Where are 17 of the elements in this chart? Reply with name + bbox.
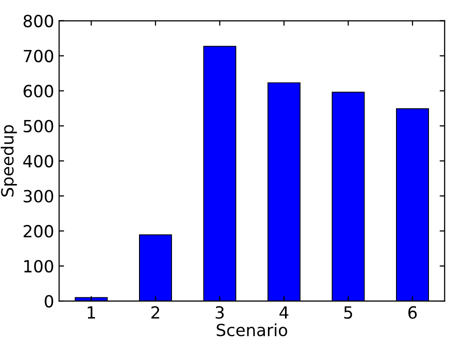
- y-tick-label: 500: [24, 120, 54, 132]
- x-tick-label: 2: [151, 306, 160, 319]
- y-tick-label: 100: [24, 260, 54, 273]
- y-axis-title: Speedup: [0, 125, 17, 196]
- y-tick-label: 400: [23, 154, 54, 168]
- y-tick-label: 600: [24, 84, 54, 98]
- x-tick-label: 4: [280, 306, 288, 319]
- x-tick-label: 5: [344, 306, 352, 319]
- y-tick-label: 800: [24, 14, 54, 28]
- x-tick-label: 6: [408, 306, 417, 319]
- y-tick-label: 700: [24, 50, 54, 62]
- x-axis-title: Scenario: [216, 323, 288, 336]
- x-tick-label: 3: [216, 306, 224, 319]
- x-tick-label: 1: [88, 306, 96, 319]
- y-tick-label: 0: [44, 294, 54, 308]
- y-tick-label: 300: [24, 190, 54, 202]
- y-tick-label: 200: [24, 224, 54, 238]
